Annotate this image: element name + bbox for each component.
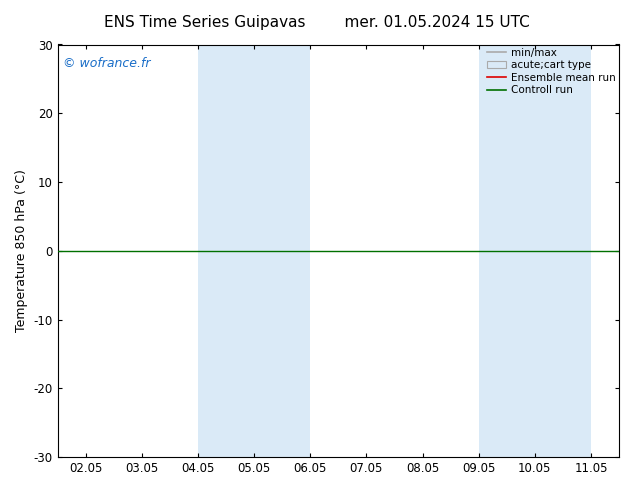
Bar <box>479 45 535 457</box>
Y-axis label: Temperature 850 hPa (°C): Temperature 850 hPa (°C) <box>15 170 28 332</box>
Bar <box>198 45 254 457</box>
Bar <box>254 45 310 457</box>
Legend: min/max, acute;cart type, Ensemble mean run, Controll run: min/max, acute;cart type, Ensemble mean … <box>487 48 616 96</box>
Text: ENS Time Series Guipavas        mer. 01.05.2024 15 UTC: ENS Time Series Guipavas mer. 01.05.2024… <box>104 15 530 30</box>
Bar <box>535 45 591 457</box>
Text: © wofrance.fr: © wofrance.fr <box>63 57 151 70</box>
